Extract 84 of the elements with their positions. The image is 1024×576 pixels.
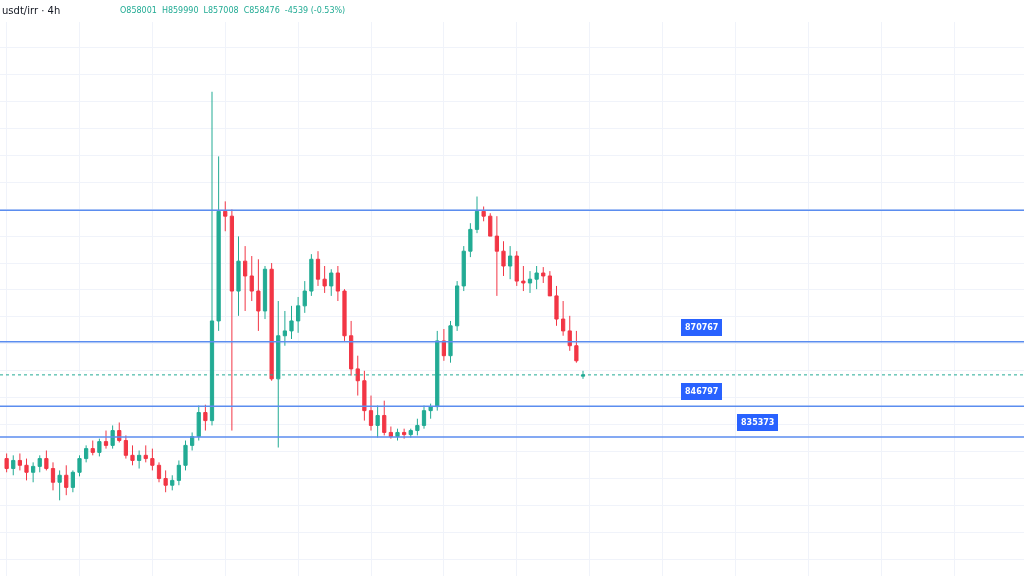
ref-line-label: 870767	[685, 323, 719, 332]
candlestick	[77, 454, 82, 477]
candlestick	[57, 469, 62, 501]
candlestick	[269, 262, 274, 382]
candlestick	[223, 200, 228, 232]
candlestick	[315, 250, 321, 287]
candlestick	[441, 328, 446, 362]
candlestick	[541, 266, 546, 284]
text: O858001 H859990 L857008 C858476 -4539 (-0.53%)	[120, 6, 346, 15]
candlestick	[322, 265, 327, 294]
ref-line-label: 835373	[741, 418, 775, 427]
candlestick	[375, 405, 380, 439]
candlestick	[130, 444, 135, 466]
candlestick	[203, 404, 208, 432]
candlestick	[70, 469, 75, 493]
candlestick	[488, 212, 493, 237]
candlestick	[421, 405, 427, 430]
candlestick	[183, 440, 188, 471]
candlestick	[176, 459, 181, 486]
candlestick	[103, 430, 109, 450]
candlestick	[150, 448, 155, 471]
candlestick	[428, 403, 433, 420]
candlestick	[415, 418, 420, 436]
candlestick	[382, 400, 387, 436]
candlestick	[216, 155, 221, 332]
candlestick	[302, 280, 307, 314]
candlestick	[289, 305, 294, 340]
candlestick	[362, 370, 367, 422]
candlestick	[170, 474, 175, 491]
candlestick	[408, 428, 413, 439]
candlestick	[262, 265, 268, 320]
candlestick	[355, 355, 360, 397]
candlestick	[243, 245, 248, 312]
candlestick	[448, 320, 453, 364]
candlestick	[349, 320, 354, 377]
candlestick	[229, 208, 234, 432]
candlestick	[527, 270, 533, 294]
candlestick	[249, 255, 254, 302]
candlestick	[534, 265, 539, 290]
candlestick	[17, 452, 22, 471]
candlestick	[44, 449, 49, 471]
ref-line-label: 846797	[685, 387, 719, 396]
candlestick	[554, 285, 559, 327]
candlestick	[494, 215, 499, 297]
candlestick	[84, 444, 89, 463]
candlestick	[236, 235, 241, 317]
candlestick	[137, 449, 142, 470]
candlestick	[508, 245, 513, 280]
candlestick	[468, 222, 473, 258]
candlestick	[296, 296, 301, 334]
candlestick	[196, 405, 201, 442]
candlestick	[156, 461, 162, 483]
candlestick	[368, 395, 374, 432]
candlestick	[256, 258, 261, 332]
candlestick	[455, 280, 460, 332]
chart-title: usdt/irr · 4h	[2, 5, 61, 16]
candlestick	[50, 461, 56, 491]
candlestick	[143, 444, 148, 463]
candlestick	[163, 469, 168, 493]
candlestick	[547, 270, 552, 297]
candlestick	[335, 265, 340, 302]
candlestick	[90, 440, 95, 456]
candlestick	[521, 265, 526, 292]
candlestick	[501, 240, 506, 277]
candlestick	[282, 310, 287, 347]
candlestick	[474, 196, 480, 234]
candlestick	[309, 253, 314, 297]
candlestick	[574, 330, 579, 364]
candlestick	[402, 428, 407, 440]
candlestick	[24, 458, 29, 481]
candlestick	[461, 245, 466, 292]
candlestick	[64, 464, 69, 496]
candlestick	[561, 300, 566, 337]
candlestick	[342, 288, 347, 342]
candlestick	[11, 454, 16, 476]
candlestick	[514, 250, 519, 287]
candlestick	[97, 438, 102, 457]
candlestick	[329, 268, 334, 297]
candlestick	[481, 205, 486, 222]
candlestick	[567, 315, 572, 352]
candlestick	[31, 461, 36, 483]
candlestick	[123, 434, 128, 460]
candlestick	[37, 454, 42, 473]
candlestick	[4, 452, 9, 473]
